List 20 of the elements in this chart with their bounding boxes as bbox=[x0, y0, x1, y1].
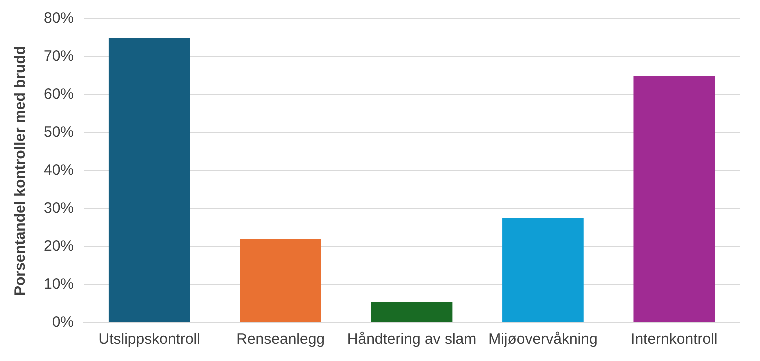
bar bbox=[240, 239, 322, 322]
x-tick-label: Mijøovervåkning bbox=[488, 331, 598, 348]
y-tick-label: 0% bbox=[52, 314, 74, 332]
y-tick-label: 80% bbox=[44, 10, 74, 28]
bar bbox=[502, 218, 584, 322]
y-tick-label: 20% bbox=[44, 238, 74, 256]
y-tick-label: 50% bbox=[44, 124, 74, 142]
bar bbox=[634, 76, 716, 322]
y-tick-label: 10% bbox=[44, 276, 74, 294]
x-tick-label: Håndtering av slam bbox=[347, 331, 477, 348]
x-tick-label: Renseanlegg bbox=[236, 331, 326, 348]
y-axis-title: Porsentandel kontroller med brudd bbox=[12, 46, 30, 296]
y-tick-label: 70% bbox=[44, 48, 74, 66]
bar bbox=[371, 302, 453, 322]
x-tick-label: Internkontroll bbox=[631, 331, 718, 348]
y-tick-label: 30% bbox=[44, 200, 74, 218]
y-tick-label: 40% bbox=[44, 162, 74, 180]
x-tick-label: Utslippskontroll bbox=[98, 331, 200, 348]
bar bbox=[108, 38, 190, 322]
y-tick-label: 60% bbox=[44, 86, 74, 104]
